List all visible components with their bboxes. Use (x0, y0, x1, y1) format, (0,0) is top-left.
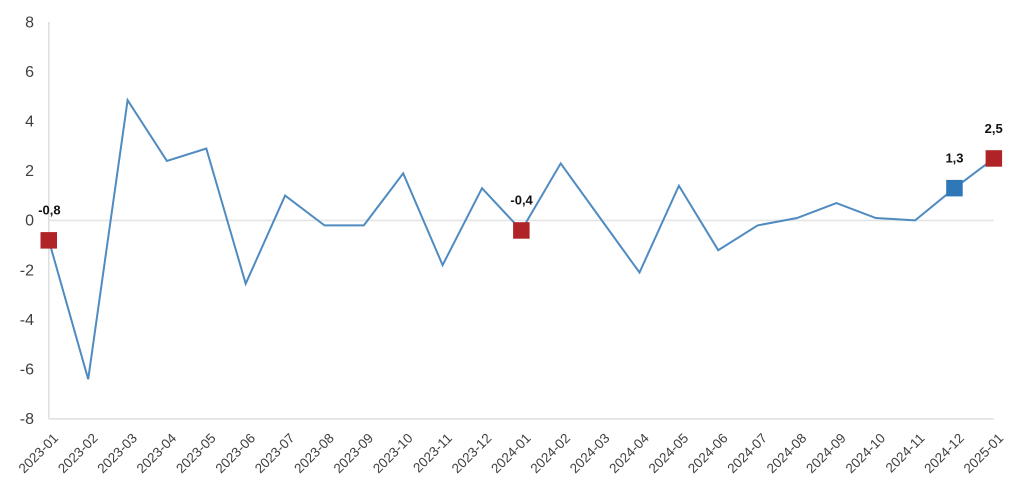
svg-text:0: 0 (25, 213, 34, 230)
svg-text:-0,4: -0,4 (510, 193, 533, 208)
svg-text:4: 4 (25, 114, 34, 131)
svg-text:-2: -2 (20, 262, 34, 279)
svg-text:6: 6 (25, 64, 34, 81)
svg-text:-4: -4 (20, 312, 34, 329)
svg-text:2: 2 (25, 163, 34, 180)
svg-text:8: 8 (25, 14, 34, 31)
svg-text:-8: -8 (20, 411, 34, 428)
svg-text:-0,8: -0,8 (38, 203, 60, 218)
svg-text:2,5: 2,5 (985, 121, 1003, 136)
svg-text:1,3: 1,3 (945, 151, 963, 166)
svg-text:-6: -6 (20, 362, 34, 379)
